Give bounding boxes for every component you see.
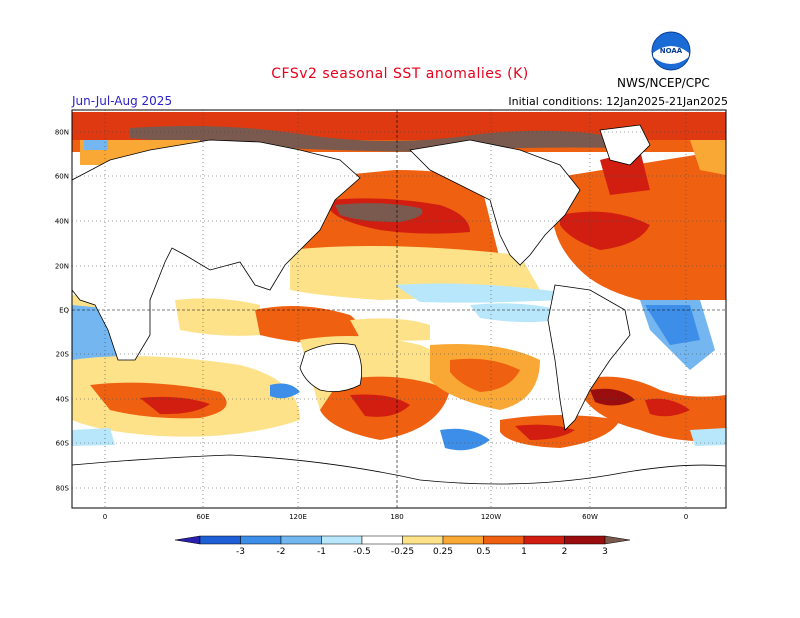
lat-label: 80S xyxy=(56,485,70,493)
colorbar-label: 3 xyxy=(602,547,608,557)
colorbar-label: 0.25 xyxy=(433,547,453,557)
colorbar-segment xyxy=(280,535,322,545)
lon-label: 0 xyxy=(103,513,107,521)
colorbar-segment xyxy=(402,535,444,545)
colorbar: -3 -2 -1 -0.5 -0.25 0.25 0.5 1 2 3 xyxy=(174,535,631,557)
chart-title: CFSv2 seasonal SST anomalies (K) xyxy=(271,66,529,82)
graticule xyxy=(72,110,726,508)
lat-label: 20S xyxy=(56,351,70,359)
colorbar-label: -0.5 xyxy=(353,547,371,557)
colorbar-segment xyxy=(523,535,565,545)
lat-label: 80N xyxy=(55,129,69,137)
anomaly-field xyxy=(72,110,726,508)
colorbar-segment xyxy=(199,535,241,545)
season-label: Jun-Jul-Aug 2025 xyxy=(72,94,173,108)
colorbar-label: -1 xyxy=(317,547,326,557)
colorbar-label: 2 xyxy=(562,547,568,557)
longitude-labels: 0 60E 120E 180 120W 60W 0 xyxy=(103,513,688,521)
colorbar-segment xyxy=(564,535,606,545)
lon-label: 60E xyxy=(196,513,209,521)
colorbar-label: -2 xyxy=(277,547,286,557)
continents xyxy=(72,124,726,508)
initial-conditions-label: Initial conditions: 12Jan2025-21Jan2025 xyxy=(508,95,728,108)
lon-label: 120E xyxy=(289,513,307,521)
lat-label: EQ xyxy=(59,307,69,315)
plot-frame xyxy=(71,109,727,509)
lon-label: 120W xyxy=(481,513,501,521)
lon-label: 180 xyxy=(390,513,403,521)
colorbar-segment xyxy=(361,535,403,545)
org-label: NWS/NCEP/CPC xyxy=(617,76,710,90)
lat-label: 40S xyxy=(56,396,70,404)
colorbar-label: 0.5 xyxy=(476,547,490,557)
colorbar-label: -3 xyxy=(236,547,245,557)
noaa-logo: NOAA xyxy=(651,31,691,71)
lon-label: 0 xyxy=(684,513,688,521)
lat-label: 20N xyxy=(55,263,69,271)
colorbar-under-arrow xyxy=(174,535,201,545)
colorbar-over-arrow xyxy=(604,535,631,545)
lat-label: 40N xyxy=(55,218,69,226)
colorbar-label: -0.25 xyxy=(391,547,414,557)
colorbar-segment xyxy=(240,535,282,545)
latitude-labels: 80N 60N 40N 20N EQ 20S 40S 60S 80S xyxy=(55,129,70,493)
svg-text:NOAA: NOAA xyxy=(660,47,683,55)
colorbar-segment xyxy=(483,535,525,545)
lon-label: 60W xyxy=(582,513,598,521)
colorbar-segment xyxy=(442,535,484,545)
lat-label: 60N xyxy=(55,173,69,181)
colorbar-segment xyxy=(321,535,363,545)
colorbar-label: 1 xyxy=(521,547,527,557)
lat-label: 60S xyxy=(56,440,70,448)
